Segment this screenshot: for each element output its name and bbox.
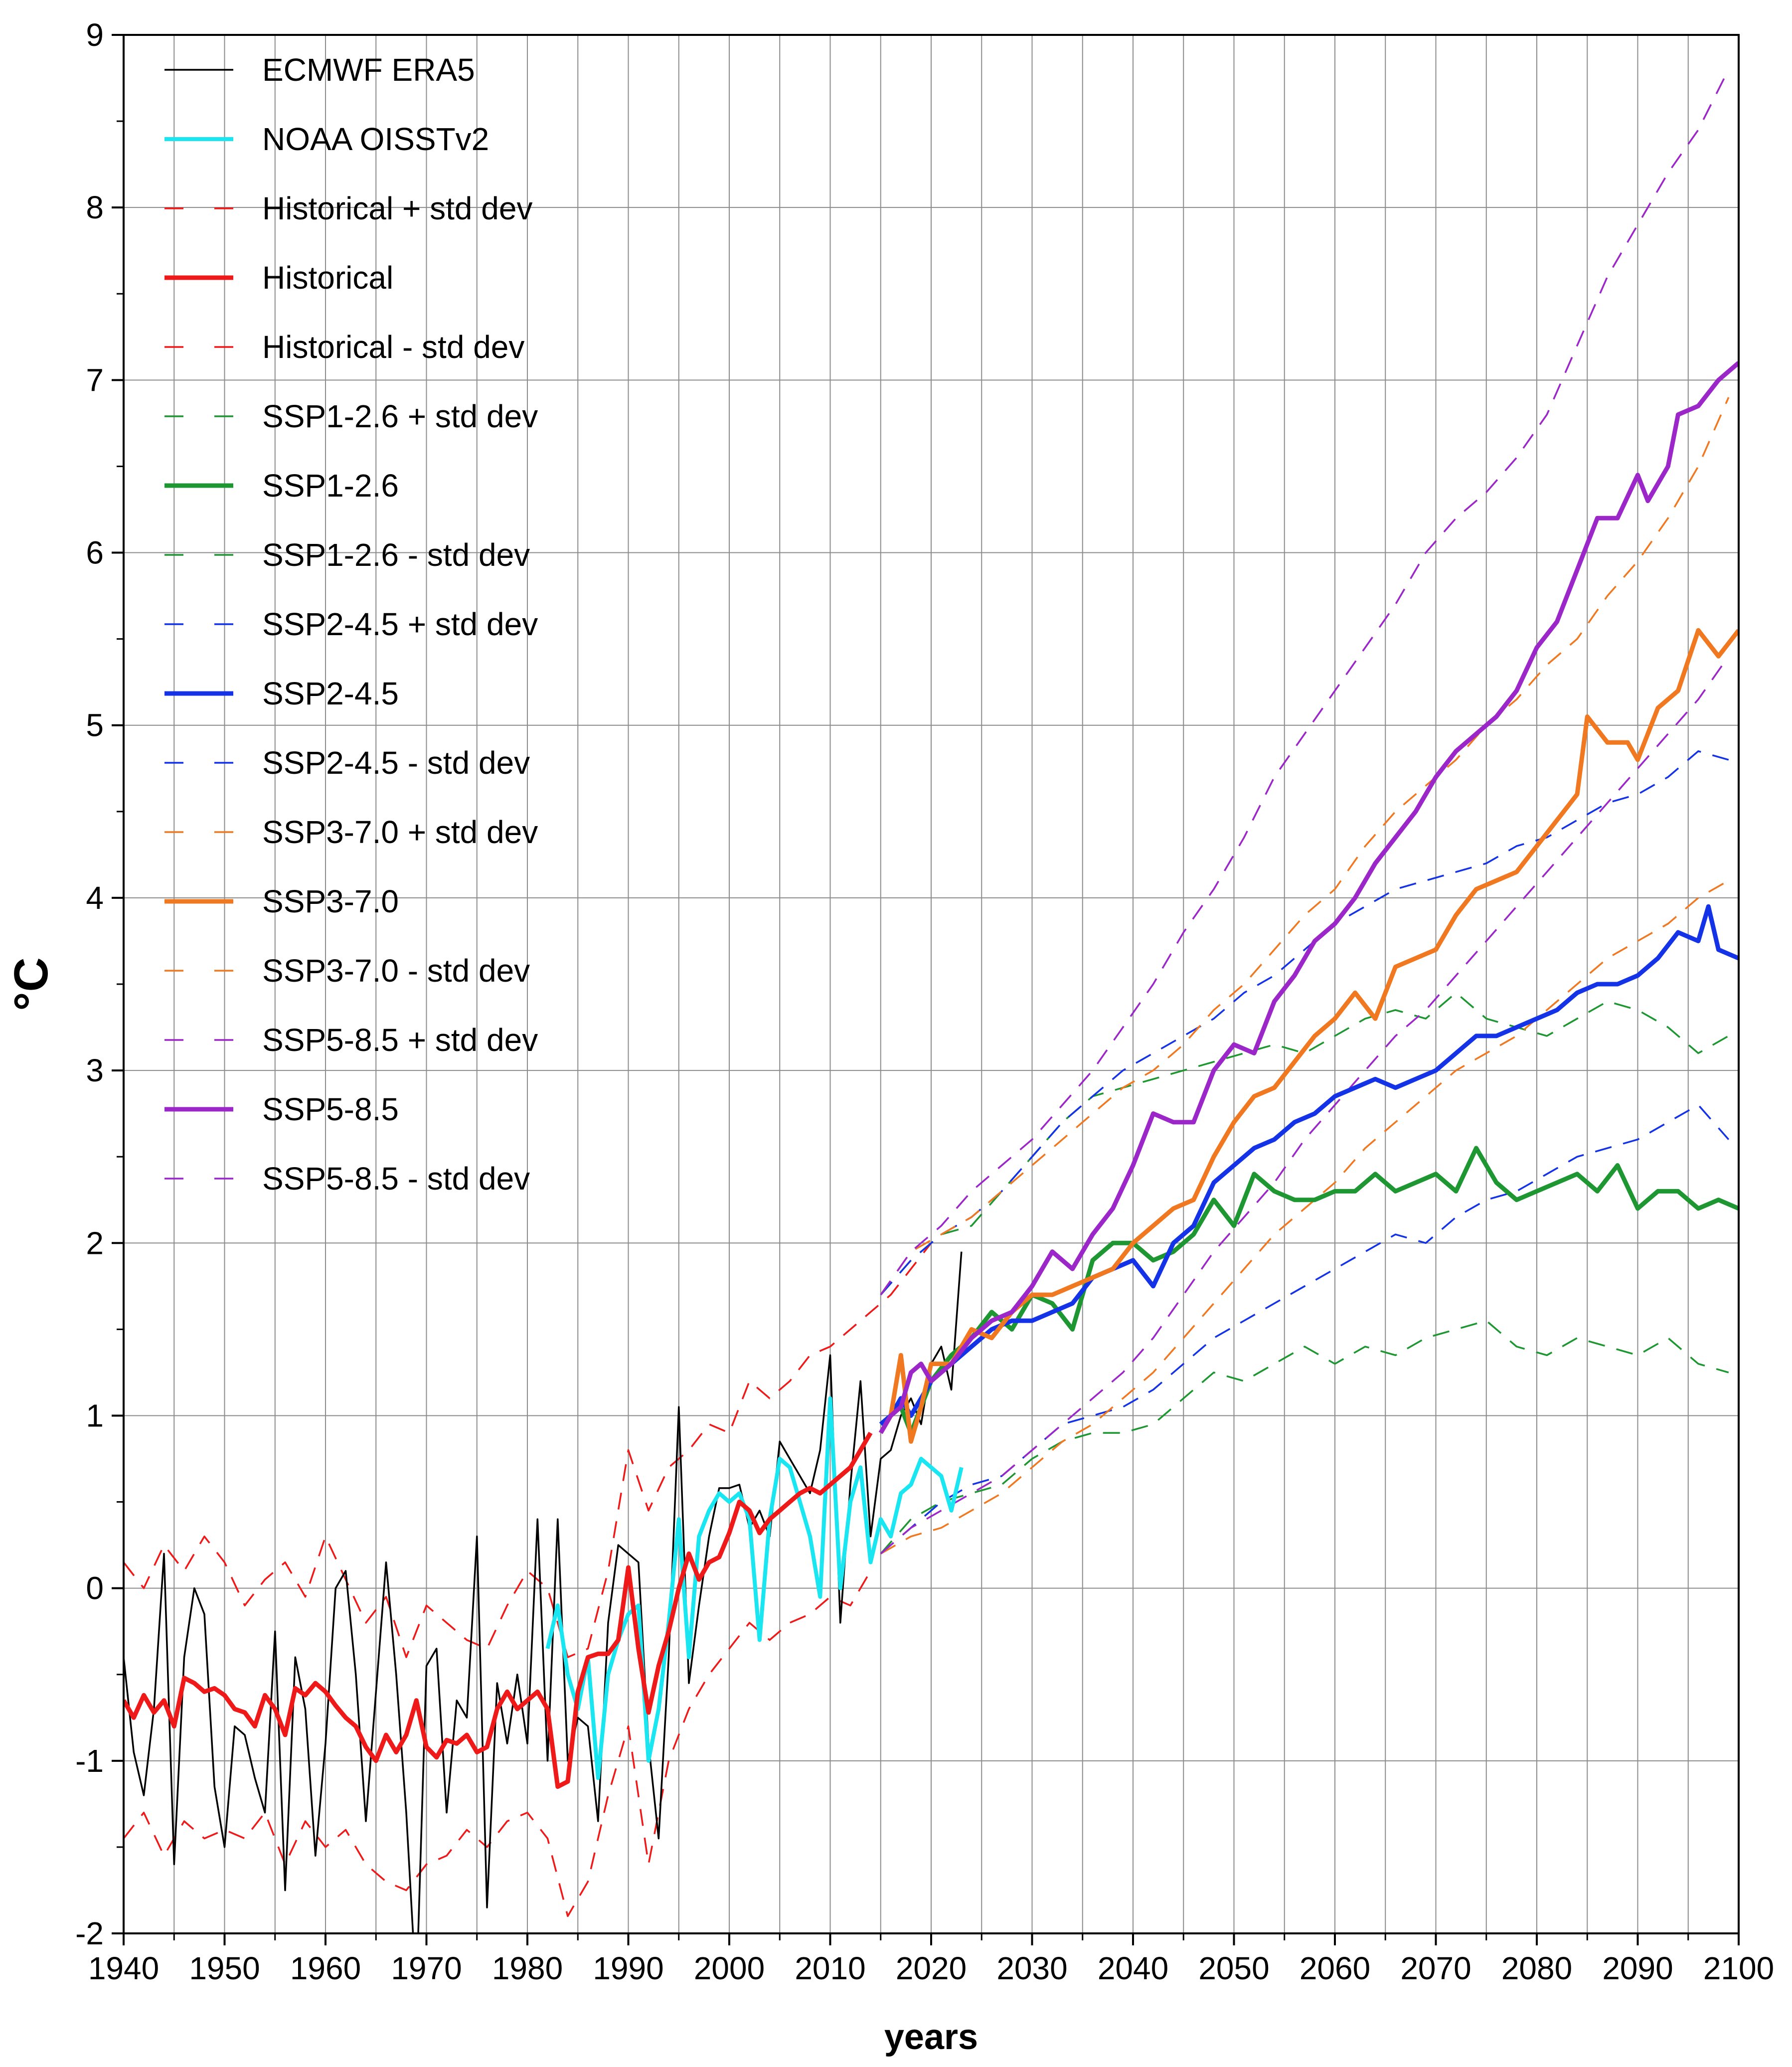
series-line-ecmwf-era5 [124, 1251, 963, 1933]
x-tick-label: 2070 [1400, 1950, 1471, 1986]
x-tick-label: 2100 [1703, 1950, 1774, 1986]
x-axis-title: years [884, 2017, 978, 2057]
y-tick-label: 8 [86, 189, 104, 225]
series-line-historical [124, 1431, 873, 1789]
x-tick-label: 1950 [189, 1950, 260, 1986]
series-layer [124, 69, 1739, 1933]
y-tick-label: 6 [86, 535, 104, 571]
legend-label: SSP5-8.5 + std dev [262, 1022, 538, 1058]
legend-label: ECMWF ERA5 [262, 52, 475, 88]
legend-label: SSP3-7.0 - std dev [262, 953, 530, 989]
legend: ECMWF ERA5 NOAA OISSTv2 Historical + std d… [164, 52, 538, 1197]
x-tick-label: 1960 [290, 1950, 361, 1986]
legend-label: NOAA OISSTv2 [262, 121, 489, 157]
y-tick-label: 2 [86, 1225, 104, 1261]
series-line-ssp1-2-6 [879, 1146, 1739, 1435]
x-tick-label: 2010 [795, 1950, 865, 1986]
legend-label: SSP1-2.6 [262, 468, 399, 504]
x-tick-label: 2000 [694, 1950, 765, 1986]
series-line-ssp1-2-6-std-dev [880, 992, 1729, 1296]
y-axis-title: °C [4, 957, 58, 1011]
series-line-ssp5-8-5-std-dev [880, 69, 1730, 1296]
x-tick-label: 2020 [896, 1950, 967, 1986]
series-line-ssp3-7-0 [878, 628, 1739, 1444]
y-tick-label: -2 [75, 1915, 104, 1951]
y-tick-label: 3 [86, 1052, 104, 1088]
series-line-ssp5-8-5-std-dev [880, 656, 1730, 1554]
grid [123, 34, 1739, 1934]
x-tick-label: 2040 [1098, 1950, 1168, 1986]
y-tick-label: 4 [86, 880, 104, 916]
series-line-ssp3-7-0-std-dev [880, 879, 1729, 1554]
legend-label: SSP3-7.0 [262, 883, 399, 919]
axis-ticks: 1940 1950 1960 1970 1980 1990 2000 2010 2020 2030… [75, 17, 1774, 1986]
legend-label: SSP2-4.5 + std dev [262, 606, 538, 642]
legend-label: SSP2-4.5 - std dev [262, 745, 530, 781]
legend-label: SSP1-2.6 + std dev [262, 398, 538, 434]
series-line-ssp2-4-5-std-dev [880, 1104, 1730, 1554]
legend-label: Historical - std dev [262, 329, 524, 365]
y-tick-label: 5 [86, 707, 104, 743]
legend-label: SSP5-8.5 [262, 1091, 399, 1127]
x-tick-label: 2080 [1501, 1950, 1572, 1986]
y-tick-label: 0 [86, 1570, 104, 1606]
legend-label: SSP3-7.0 + std dev [262, 814, 538, 850]
x-tick-label: 1940 [88, 1950, 159, 1986]
y-tick-label: 1 [86, 1397, 104, 1433]
series-line-ssp5-8-5 [878, 361, 1739, 1434]
series-line-ssp2-4-5-std-dev [880, 750, 1729, 1296]
x-tick-label: 1970 [391, 1950, 462, 1986]
legend-label: SSP1-2.6 - std dev [262, 537, 530, 573]
x-tick-label: 2050 [1198, 1950, 1269, 1986]
x-tick-label: 2090 [1602, 1950, 1673, 1986]
x-tick-label: 2060 [1300, 1950, 1370, 1986]
series-line-ssp2-4-5 [879, 904, 1739, 1426]
y-tick-label: 7 [86, 362, 104, 398]
legend-label: SSP2-4.5 [262, 676, 399, 711]
y-tick-label: -1 [75, 1743, 104, 1779]
series-line-ssp1-2-6-std-dev [880, 1320, 1729, 1554]
x-tick-label: 2030 [996, 1950, 1067, 1986]
legend-label: Historical [262, 260, 393, 296]
x-tick-label: 1980 [492, 1950, 563, 1986]
series-line-ssp3-7-0-std-dev [880, 397, 1730, 1296]
y-tick-label: 9 [86, 17, 104, 53]
x-tick-label: 1990 [593, 1950, 663, 1986]
legend-label: SSP5-8.5 - std dev [262, 1161, 530, 1197]
legend-label: Historical + std dev [262, 190, 532, 226]
